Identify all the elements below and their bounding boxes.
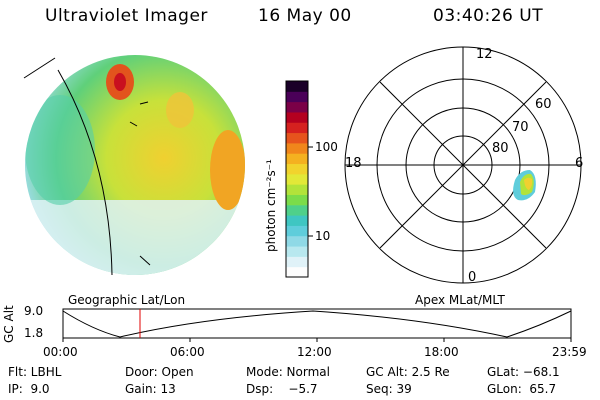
geo-grid-line [139,255,151,266]
geo-grid-line [139,101,149,105]
colorbar-band [286,256,308,268]
time-tick-1: 06:00 [170,345,205,359]
polar-label-6: 6 [575,156,584,171]
apex-title: Apex MLat/MLT [415,293,505,307]
glon-info: GLon: 65.7 [487,382,557,396]
polar-label-0: 0 [468,270,477,285]
colorbar-band [286,204,308,216]
filter-info: Flt: LBHL [8,365,62,379]
polar-aurora-patch [513,170,536,201]
date-label: 16 May 00 [258,6,352,26]
seq-info: Seq: 39 [366,382,412,396]
time-tick-0: 00:00 [43,345,78,359]
geographic-title: Geographic Lat/Lon [68,293,186,307]
time-tick-2: 12:00 [297,345,332,359]
geo-grid-line [129,121,138,127]
colorbar-band [286,81,308,92]
dsp-info: Dsp: −5.7 [246,382,318,396]
colorbar-band [286,235,308,247]
colorbar-band [286,91,308,103]
colorbar-band [286,194,308,206]
colorbar-band [286,132,308,144]
colorbar-band [286,111,308,123]
gc-alt-ymax: 9.0 [24,304,44,318]
polar-lat-60: 60 [535,97,552,112]
time-label: 03:40:26 UT [433,6,544,26]
geo-grid-line [57,69,113,276]
time-tick-4: 23:59 [552,345,587,359]
gc-alt-info: GC Alt: 2.5 Re [366,365,450,379]
ip-info: IP: 9.0 [8,382,50,396]
colorbar-band [286,215,308,226]
polar-lat-70: 70 [512,120,529,135]
colorbar-band [286,173,308,185]
colorbar-band [286,122,308,134]
time-tick-3: 18:00 [424,345,459,359]
glat-info: GLat: −68.1 [487,365,560,379]
gain-info: Gain: 13 [125,382,176,396]
instrument-title: Ultraviolet Imager [45,6,208,26]
polar-lat-80: 80 [492,141,509,156]
colorbar-band [286,246,308,257]
auroral-image [25,55,245,275]
mode-info: Mode: Normal [246,365,330,379]
door-info: Door: Open [125,365,194,379]
polar-label-18: 18 [345,156,362,171]
colorbar-tick-100: 100 [315,140,338,154]
colorbar-band [286,142,308,154]
geo-grid-line [23,57,56,79]
colorbar-band [286,184,308,195]
colorbar-band [286,163,308,175]
colorbar-band [286,153,308,165]
polar-label-12: 12 [476,47,493,62]
gc-alt-ymin: 1.8 [24,326,44,340]
colorbar-tick-10: 10 [315,229,331,243]
colorbar-band [286,101,308,113]
colorbar-band [286,266,308,278]
colorbar-band [286,225,308,237]
